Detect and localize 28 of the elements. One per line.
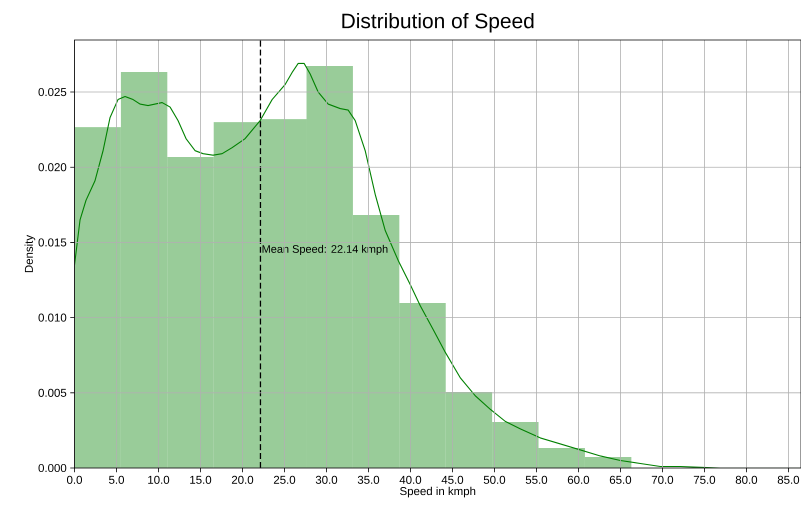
y-tick-label: 0.015 xyxy=(38,238,66,246)
x-tick-label: 85.0 xyxy=(778,476,800,484)
x-tick-label: 70.0 xyxy=(652,476,674,484)
x-tick-label: 55.0 xyxy=(526,476,548,484)
x-tick-label: 80.0 xyxy=(736,476,758,484)
y-tick-label: 0.010 xyxy=(38,314,66,322)
chart-title: Distribution of Speed xyxy=(342,12,534,32)
x-tick-label: 20.0 xyxy=(232,476,254,484)
y-tick-label: 0.025 xyxy=(38,88,66,96)
x-tick-label: 10.0 xyxy=(148,476,170,484)
y-axis-title: Density xyxy=(24,234,36,272)
x-tick-label: 15.0 xyxy=(190,476,212,484)
x-tick-label: 0.0 xyxy=(66,476,82,484)
x-tick-label: 45.0 xyxy=(442,476,464,484)
y-tick-label: 0.020 xyxy=(38,163,66,172)
x-tick-label: 50.0 xyxy=(484,476,506,484)
x-tick-label: 75.0 xyxy=(694,476,716,484)
x-tick-label: 30.0 xyxy=(316,476,338,484)
x-tick-label: 40.0 xyxy=(400,476,422,484)
y-tick-label: 0.000 xyxy=(38,464,66,472)
x-tick-label: 25.0 xyxy=(274,476,296,484)
x-tick-label: 60.0 xyxy=(568,476,590,484)
y-tick-label: 0.005 xyxy=(38,388,66,397)
ref-line-label: Mean Speed: 22.14 kmph xyxy=(262,244,388,256)
x-tick-label: 35.0 xyxy=(358,476,380,484)
x-tick-label: 65.0 xyxy=(610,476,632,484)
x-axis-title: Speed in kmph xyxy=(400,486,476,498)
x-tick-label: 5.0 xyxy=(108,476,124,484)
